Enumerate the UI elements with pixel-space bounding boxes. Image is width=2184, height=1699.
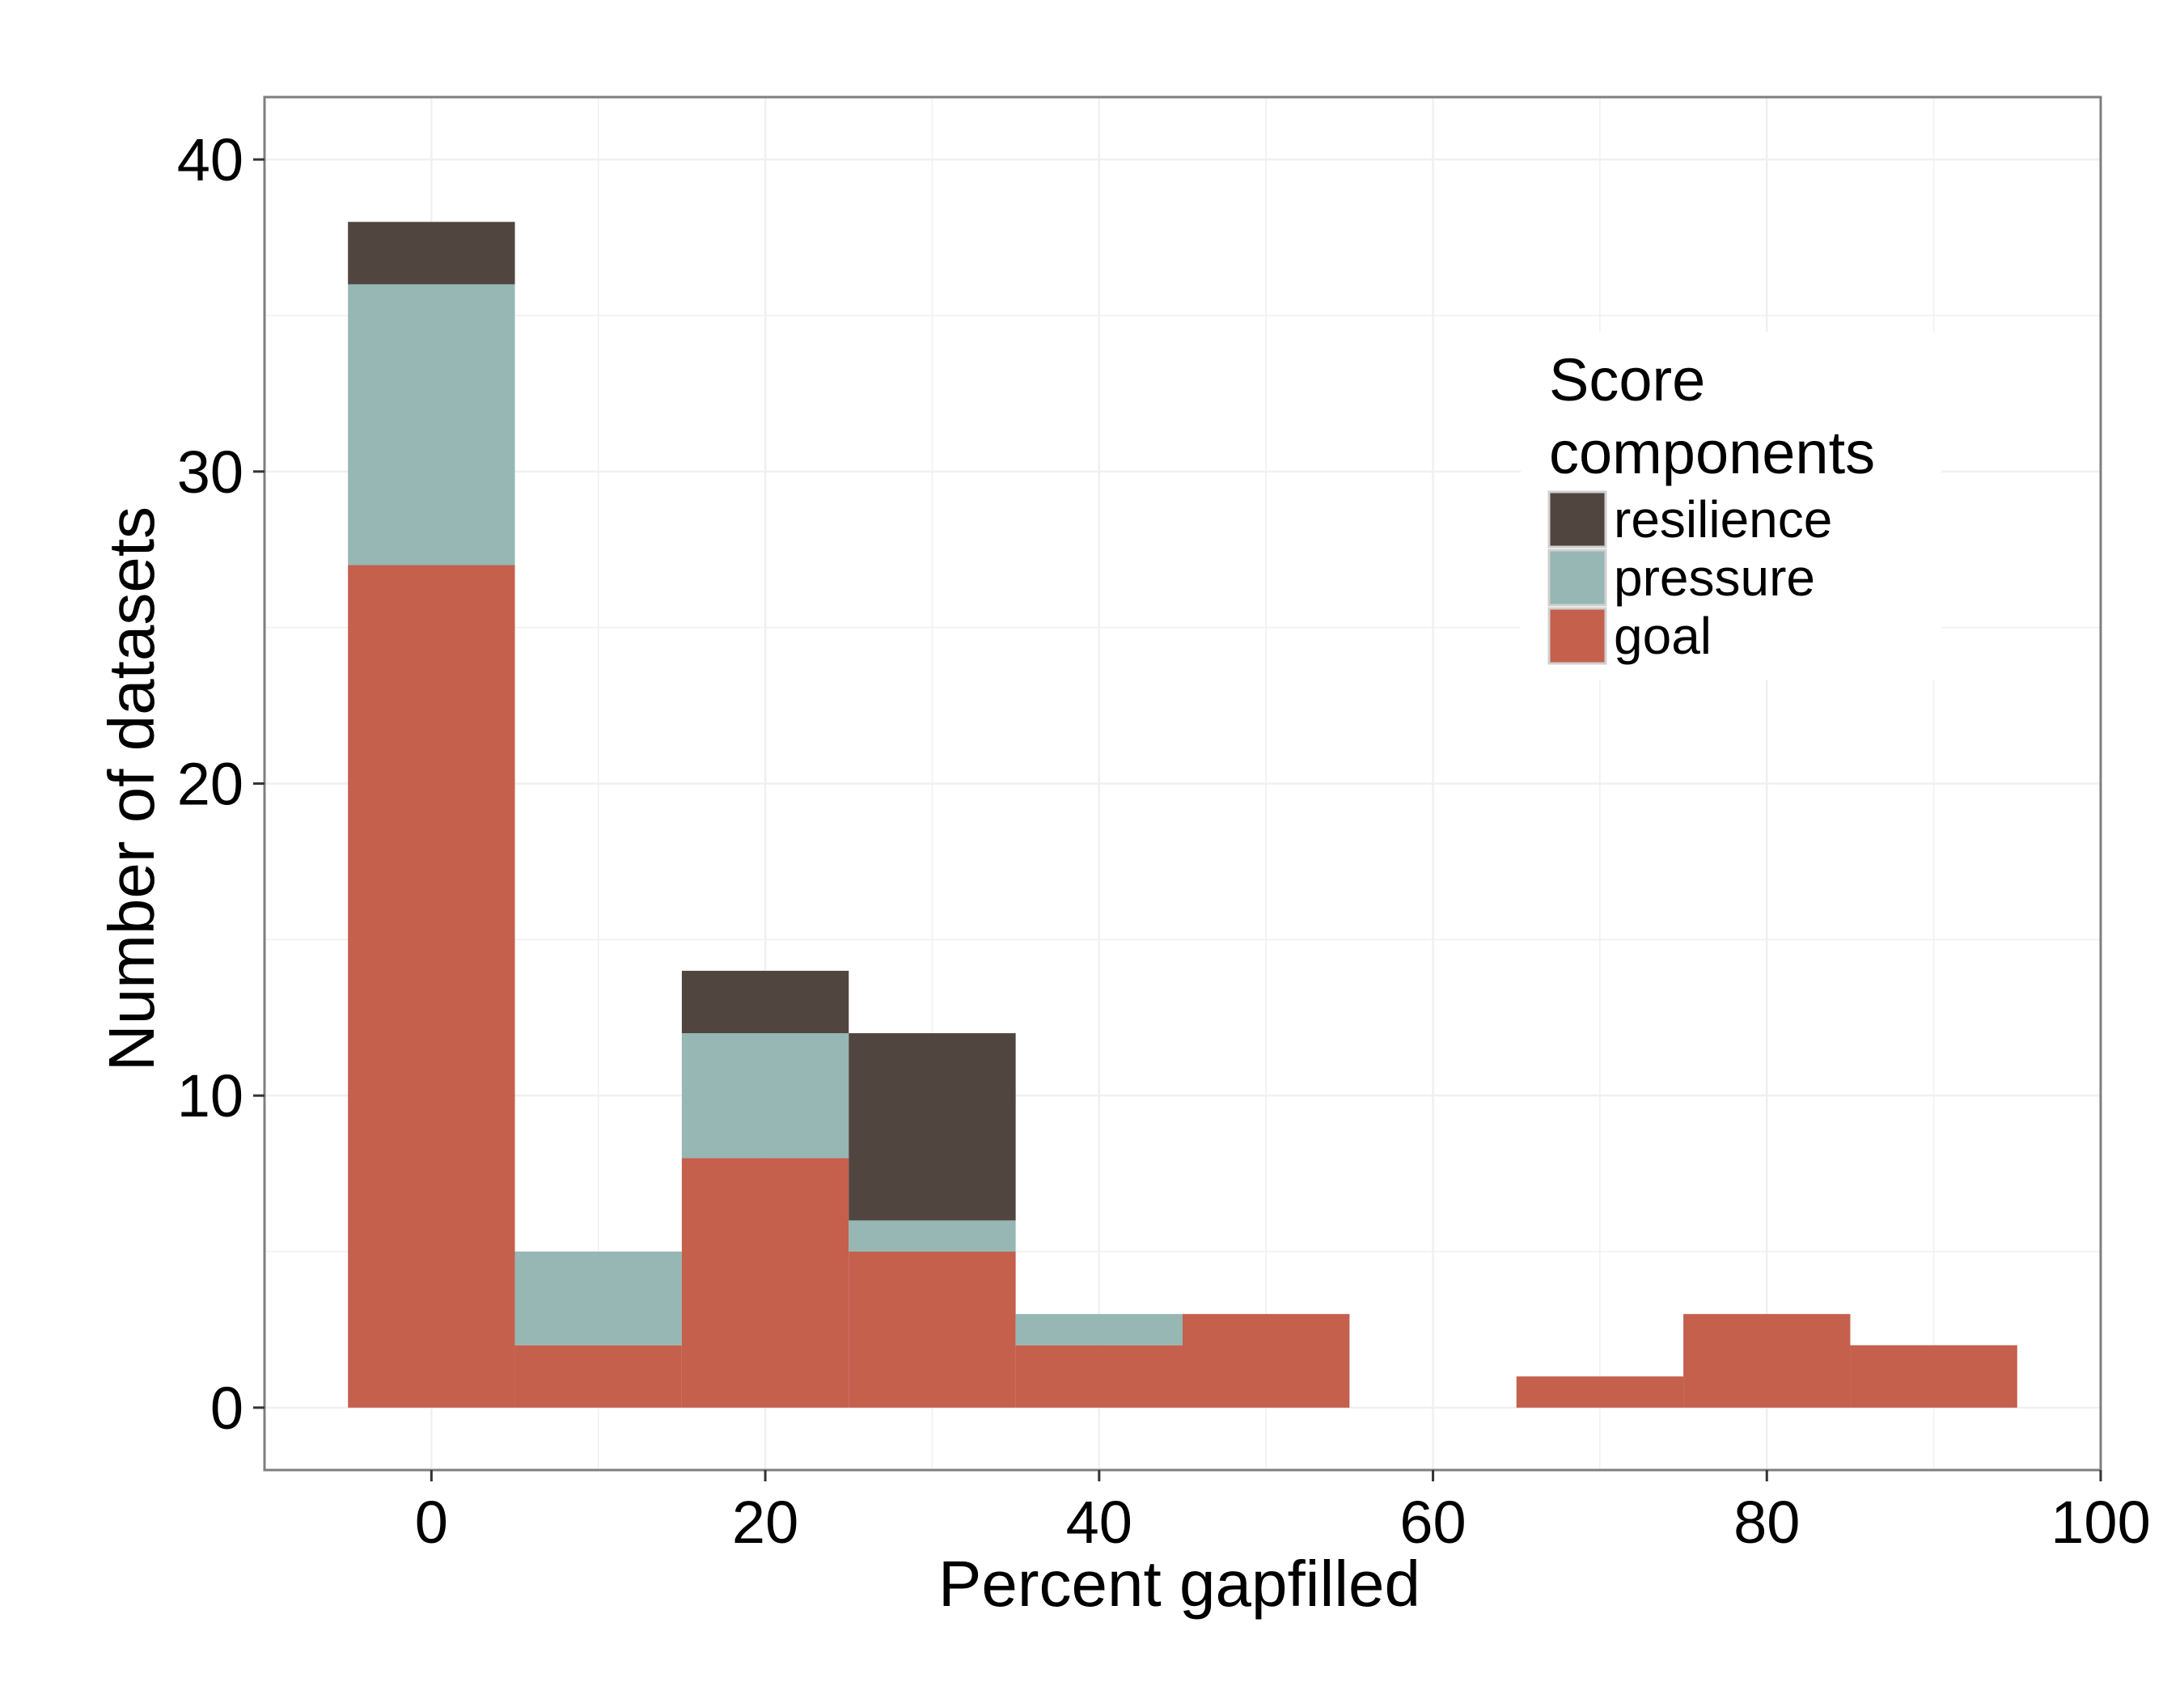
- legend-title-line: Score: [1549, 346, 1705, 413]
- bar-pressure: [514, 1252, 682, 1345]
- bars: [348, 222, 2017, 1408]
- y-axis-title: Number of datasets: [95, 506, 167, 1071]
- x-axis-title: Percent gapfilled: [938, 1548, 1420, 1620]
- bar-resilience: [348, 222, 515, 285]
- bar-goal: [849, 1252, 1016, 1408]
- axes: 0 20 40 60 80 100 0 10 20 30 40: [177, 126, 2151, 1556]
- bar-resilience: [681, 970, 849, 1034]
- bar-pressure: [1015, 1314, 1183, 1345]
- y-tick-label: 30: [177, 439, 243, 506]
- legend-swatch-goal: [1547, 607, 1607, 665]
- y-tick-label: 10: [177, 1062, 243, 1129]
- bar-goal: [1183, 1314, 1350, 1408]
- y-tick-label: 20: [177, 751, 243, 818]
- legend-label-pressure: pressure: [1614, 549, 1815, 607]
- x-tick-label: 20: [732, 1489, 798, 1556]
- x-tick-label: 40: [1066, 1489, 1132, 1556]
- bar-pressure: [681, 1033, 849, 1159]
- legend-swatch-resilience: [1547, 490, 1607, 549]
- x-tick-label: 80: [1733, 1489, 1800, 1556]
- x-tick-label: 0: [415, 1489, 448, 1556]
- bar-goal: [348, 565, 515, 1408]
- bar-goal: [514, 1345, 682, 1408]
- bar-goal: [1516, 1376, 1684, 1408]
- x-tick-label: 60: [1399, 1489, 1466, 1556]
- legend-label-resilience: resilience: [1614, 490, 1832, 549]
- bar-goal: [1015, 1345, 1183, 1408]
- legend-swatch-pressure: [1547, 549, 1607, 607]
- legend-label-goal: goal: [1614, 607, 1712, 665]
- bar-resilience: [849, 1033, 1016, 1221]
- bar-goal: [681, 1158, 849, 1408]
- legend-title: Score components: [1549, 346, 1875, 486]
- bar-goal: [1850, 1345, 2017, 1408]
- x-tick-label: 100: [2051, 1489, 2150, 1556]
- bar-goal: [1683, 1314, 1851, 1408]
- legend-title-line: components: [1549, 419, 1875, 486]
- y-tick-label: 40: [177, 126, 243, 193]
- bar-pressure: [348, 284, 515, 566]
- bar-pressure: [849, 1220, 1016, 1252]
- y-tick-label: 0: [210, 1375, 243, 1442]
